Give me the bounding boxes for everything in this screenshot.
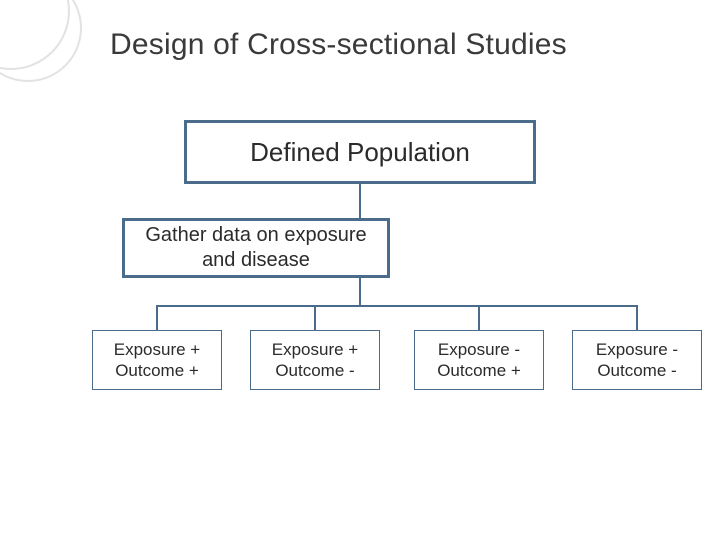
leaf-exp-neg-out-neg: Exposure - Outcome - (572, 330, 702, 390)
leaf-line: Outcome + (115, 360, 199, 381)
leaf-line: Exposure + (272, 339, 358, 360)
leaf-line: Outcome - (275, 360, 354, 381)
leaf-line: Outcome - (597, 360, 676, 381)
leaf-exp-pos-out-pos: Exposure + Outcome + (92, 330, 222, 390)
leaf-exp-neg-out-pos: Exposure - Outcome + (414, 330, 544, 390)
leaf-line: Outcome + (437, 360, 521, 381)
leaf-exp-pos-out-neg: Exposure + Outcome - (250, 330, 380, 390)
node-line: and disease (202, 248, 310, 273)
node-gather-data: Gather data on exposure and disease (122, 218, 390, 278)
slide-title: Design of Cross-sectional Studies (110, 28, 567, 62)
leaf-line: Exposure - (438, 339, 520, 360)
node-line: Gather data on exposure (145, 223, 366, 248)
leaf-line: Exposure + (114, 339, 200, 360)
node-defined-population: Defined Population (184, 120, 536, 184)
leaf-line: Exposure - (596, 339, 678, 360)
corner-decoration (0, 0, 82, 82)
node-label: Defined Population (250, 136, 470, 169)
